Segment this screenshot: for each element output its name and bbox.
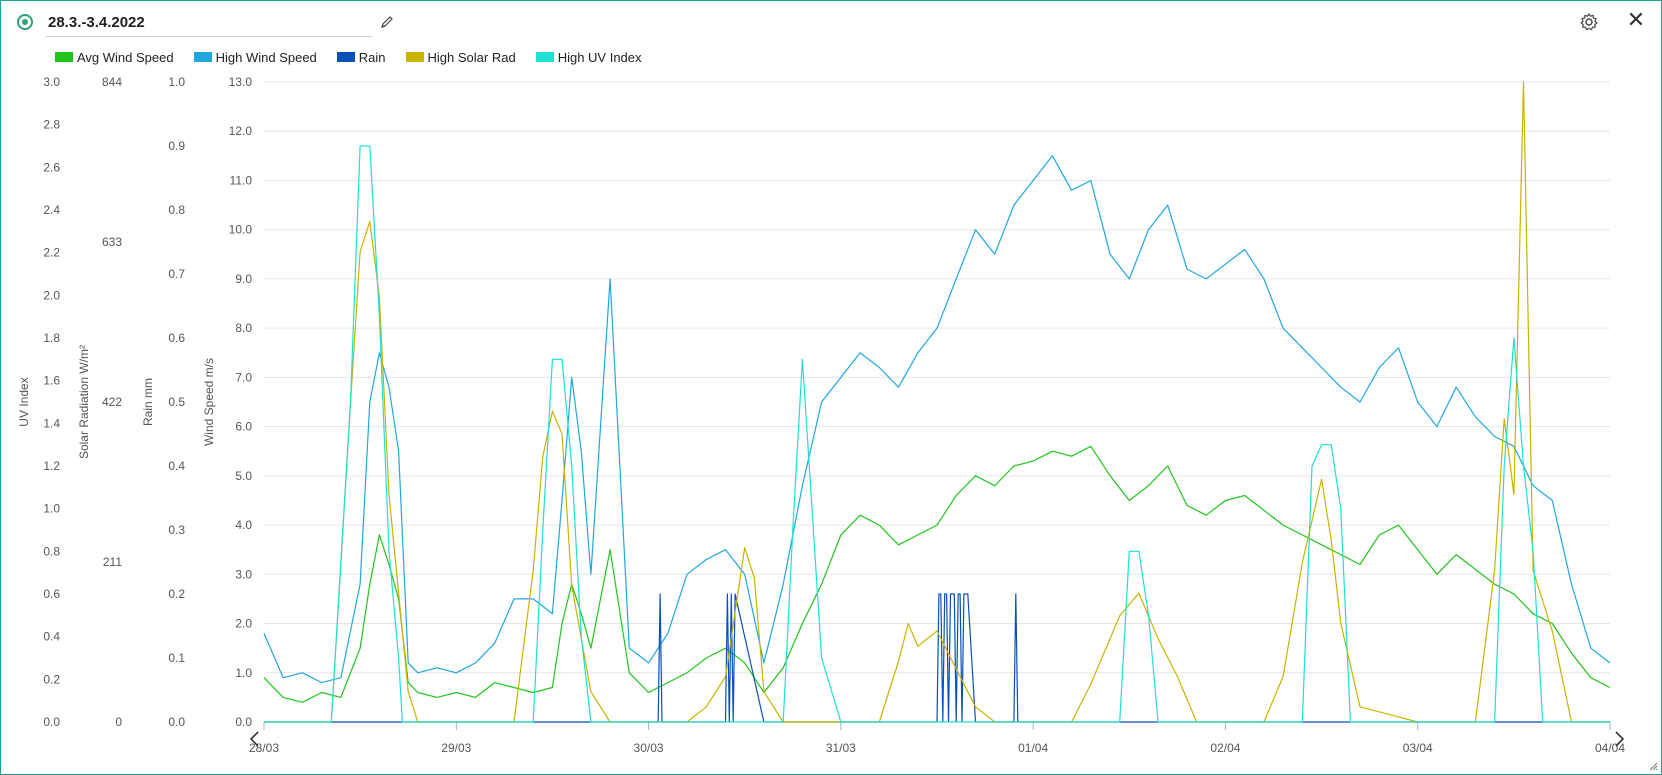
title-underline — [46, 36, 372, 37]
y-tick-label: 5.0 — [235, 469, 252, 483]
x-tick-label: 03/04 — [1403, 741, 1433, 755]
legend-label: High UV Index — [557, 49, 642, 65]
status-dot-icon — [17, 14, 33, 30]
y-tick-label: 0.8 — [43, 544, 60, 558]
y-tick-label: 1.0 — [43, 502, 60, 516]
y-tick-label: 3.0 — [235, 567, 252, 581]
page-title[interactable]: 28.3.-3.4.2022 — [48, 14, 145, 31]
legend-item-solar[interactable]: High Solar Rad — [405, 47, 516, 67]
y-axis-title: UV Index — [17, 377, 31, 426]
y-tick-label: 3.0 — [43, 75, 60, 89]
y-tick-label: 0.9 — [168, 139, 185, 153]
pencil-icon[interactable] — [379, 14, 395, 30]
legend-swatch — [535, 52, 554, 62]
y-tick-label: 2.0 — [43, 288, 60, 302]
legend-swatch — [55, 52, 73, 62]
y-tick-label: 0.2 — [168, 587, 185, 601]
y-tick-label: 0.0 — [43, 715, 60, 729]
legend-swatch — [336, 52, 355, 62]
series-line — [263, 445, 1611, 703]
y-tick-label: 0.4 — [43, 630, 60, 644]
y-tick-label: 0 — [115, 715, 122, 729]
series-line — [264, 145, 1610, 723]
y-tick-label: 2.6 — [43, 160, 60, 174]
legend-label: High Wind Speed — [215, 49, 317, 65]
y-tick-label: 0.7 — [168, 267, 185, 281]
y-axis-title: Rain mm — [141, 378, 155, 426]
series-line — [263, 155, 1611, 684]
scroll-left-icon[interactable] — [249, 731, 259, 747]
y-tick-label: 0.6 — [168, 331, 185, 345]
y-tick-label: 10.0 — [229, 223, 253, 237]
y-axis-title: Wind Speed m/s — [202, 358, 216, 446]
y-tick-label: 0.3 — [168, 523, 185, 537]
y-tick-label: 7.0 — [235, 370, 252, 384]
legend-item-avg-wind[interactable]: Avg Wind Speed — [55, 47, 174, 67]
x-tick-label: 02/04 — [1210, 741, 1240, 755]
legend-item-rain[interactable]: Rain — [336, 47, 386, 67]
y-tick-label: 0.0 — [168, 715, 185, 729]
chart-legend: Avg Wind Speed High Wind Speed Rain High… — [55, 47, 642, 67]
y-tick-label: 0.8 — [168, 203, 185, 217]
y-tick-label: 2.4 — [43, 203, 60, 217]
y-tick-label: 0.4 — [168, 459, 185, 473]
y-tick-label: 211 — [103, 555, 122, 569]
y-tick-label: 1.8 — [43, 331, 60, 345]
resize-grip-icon[interactable] — [1648, 761, 1658, 771]
legend-label: High Solar Rad — [427, 49, 516, 65]
y-tick-label: 0.0 — [235, 715, 252, 729]
y-tick-label: 0.6 — [43, 587, 60, 601]
y-tick-label: 6.0 — [235, 420, 252, 434]
legend-swatch — [193, 52, 212, 62]
legend-item-high-wind[interactable]: High Wind Speed — [193, 47, 317, 67]
legend-swatch — [405, 52, 424, 62]
y-tick-label: 422 — [102, 395, 122, 409]
y-tick-label: 0.1 — [168, 651, 185, 665]
y-tick-label: 633 — [102, 235, 122, 249]
x-tick-label: 04/04 — [1595, 741, 1625, 755]
header: 28.3.-3.4.2022 ✕ — [0, 0, 1662, 44]
y-tick-label: 1.2 — [43, 459, 60, 473]
legend-label: Rain — [358, 49, 386, 65]
x-tick-label: 30/03 — [634, 741, 664, 755]
y-tick-label: 0.2 — [43, 672, 60, 686]
x-tick-label: 31/03 — [826, 741, 856, 755]
y-tick-label: 11.0 — [230, 173, 253, 187]
y-tick-label: 0.5 — [168, 395, 185, 409]
y-tick-label: 844 — [102, 75, 122, 89]
y-tick-label: 1.0 — [168, 75, 185, 89]
y-tick-label: 9.0 — [235, 272, 252, 286]
y-tick-label: 1.0 — [235, 666, 252, 680]
x-tick-label: 01/04 — [1018, 741, 1048, 755]
series-line — [264, 81, 1610, 723]
series-line — [264, 593, 1610, 723]
y-tick-label: 12.0 — [229, 124, 253, 138]
gear-icon[interactable] — [1579, 12, 1599, 32]
y-tick-label: 2.8 — [43, 118, 60, 132]
close-icon[interactable]: ✕ — [1626, 7, 1646, 32]
y-axis-title: Solar Radiation W/m² — [77, 345, 91, 459]
y-tick-label: 1.6 — [43, 374, 60, 388]
legend-item-uv[interactable]: High UV Index — [535, 47, 642, 67]
y-tick-label: 4.0 — [235, 518, 252, 532]
y-tick-label: 2.0 — [235, 617, 252, 631]
scroll-right-icon[interactable] — [1615, 731, 1625, 747]
y-tick-label: 8.0 — [235, 321, 252, 335]
x-tick-label: 29/03 — [441, 741, 471, 755]
x-tick-label: 28/03 — [249, 741, 279, 755]
y-tick-label: 2.2 — [43, 246, 60, 260]
legend-label: Avg Wind Speed — [77, 49, 174, 65]
y-tick-label: 1.4 — [43, 416, 60, 430]
y-tick-label: 13.0 — [229, 75, 253, 89]
